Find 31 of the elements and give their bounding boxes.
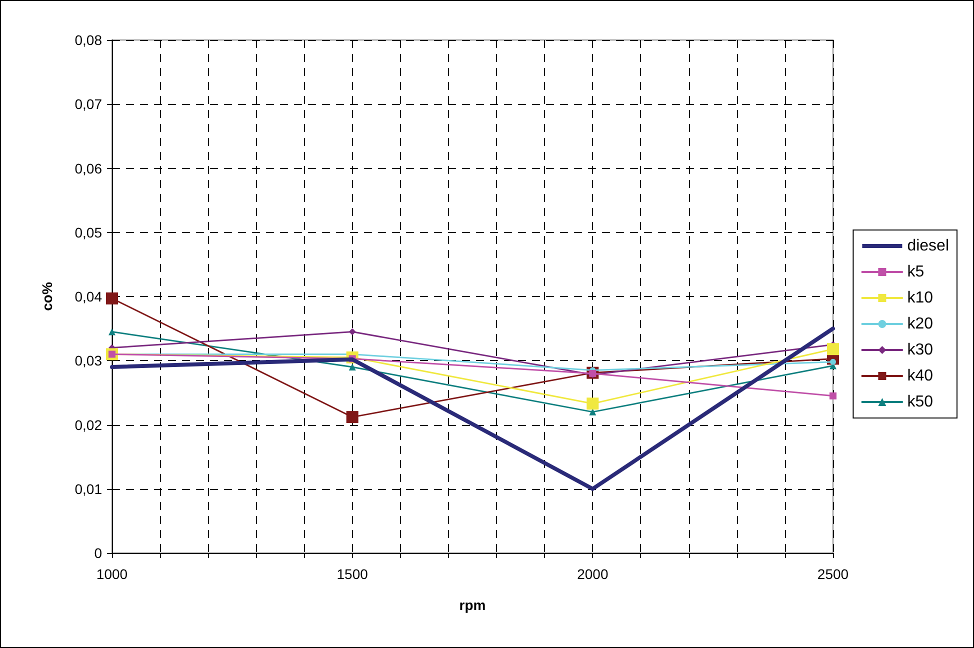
x-tick-label: 2500 [817,566,849,582]
y-axis-title: co% [39,282,55,311]
point [108,328,116,336]
y-tick-label: 0,08 [74,32,102,48]
line-series [110,326,835,491]
legend-label: k40 [907,368,934,384]
legend-label: k5 [907,264,924,280]
legend-label: k30 [907,342,934,358]
y-tick-label: 0,01 [74,480,102,497]
y-tick-label: 0 [94,545,102,561]
x-tick-label: 2000 [577,566,608,582]
legend-label: k50 [907,394,934,410]
point [346,411,358,424]
x-axis-title: rpm [459,597,486,613]
legend-label: k10 [907,290,934,306]
y-tick-label: 0,06 [74,160,102,176]
point [586,398,599,410]
y-tick-label: 0,07 [74,96,102,112]
y-tick-label: 0,02 [74,416,102,433]
point [827,343,839,356]
point [106,292,118,304]
point [830,392,836,400]
x-tick-label: 1500 [336,566,368,582]
y-tick-label: 0,03 [74,352,102,369]
x-tick-label: 1000 [96,566,128,582]
legend-label: diesel [907,238,950,254]
point [348,364,356,371]
y-tick-label: 0,05 [74,224,102,240]
y-tick-label: 0,04 [74,288,102,304]
point [348,328,356,336]
legend-label: k20 [907,316,934,332]
